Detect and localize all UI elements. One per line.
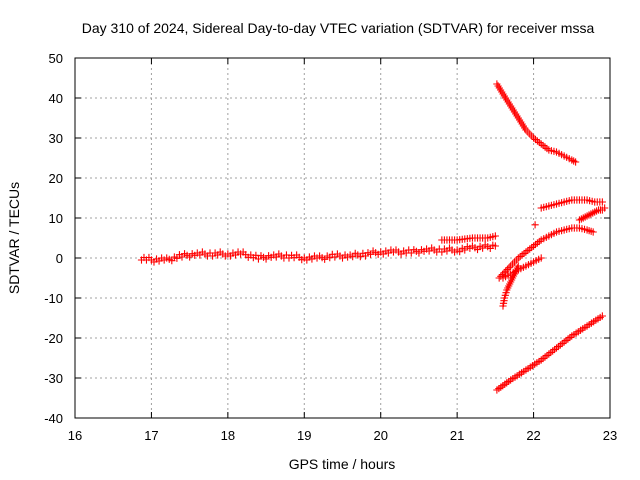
- marker-tail-cluster: [601, 204, 609, 212]
- y-tick-label: -40: [44, 411, 63, 426]
- marker-drop-branch: [514, 262, 522, 270]
- marker-upper-step: [491, 232, 499, 240]
- data-layer: [137, 80, 609, 394]
- x-tick-label: 23: [603, 428, 617, 443]
- x-tick-label: 16: [68, 428, 82, 443]
- y-axis-label: SDTVAR / TECUs: [6, 182, 22, 294]
- x-tick-label: 21: [450, 428, 464, 443]
- y-tick-label: -30: [44, 371, 63, 386]
- marker-isolated: [531, 221, 539, 229]
- y-tick-label: 0: [56, 251, 63, 266]
- y-tick-label: 50: [49, 51, 63, 66]
- marker-rising-arc-mid: [503, 265, 511, 274]
- y-tick-label: -10: [44, 291, 63, 306]
- marker-short-rising: [537, 254, 545, 262]
- marker-main-band: [173, 254, 181, 262]
- marker-rising-arc-mid: [500, 269, 508, 277]
- marker-rising-arc-mid: [589, 228, 597, 236]
- x-tick-label: 22: [526, 428, 540, 443]
- x-tick-label: 19: [297, 428, 311, 443]
- x-axis-label: GPS time / hours: [289, 456, 396, 472]
- x-tick-label: 17: [144, 428, 158, 443]
- marker-rising-arc-upper: [598, 198, 606, 206]
- plot-frame: [74, 57, 611, 419]
- marker-main-band: [491, 242, 499, 250]
- marker-rising-arc-mid: [505, 264, 513, 272]
- x-tick-label: 18: [221, 428, 235, 443]
- marker-lower-line: [598, 312, 606, 320]
- chart-title: Day 310 of 2024, Sidereal Day-to-day VTE…: [82, 20, 595, 36]
- marker-descending-arc: [572, 158, 580, 166]
- y-tick-label: 40: [49, 91, 63, 106]
- y-tick-label: 10: [49, 211, 63, 226]
- tick-layer: 16 17 18 19 20 21 22 23 -40 -30 -20 -10 0 10 20 30 40 50: [44, 51, 617, 443]
- y-tick-label: 30: [49, 131, 63, 146]
- marker-main-band: [168, 257, 176, 265]
- y-tick-label: -20: [44, 331, 63, 346]
- x-tick-label: 20: [373, 428, 387, 443]
- y-tick-label: 20: [49, 171, 63, 186]
